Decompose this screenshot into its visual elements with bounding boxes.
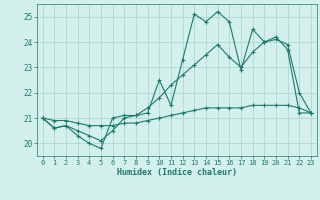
X-axis label: Humidex (Indice chaleur): Humidex (Indice chaleur)	[117, 168, 237, 177]
